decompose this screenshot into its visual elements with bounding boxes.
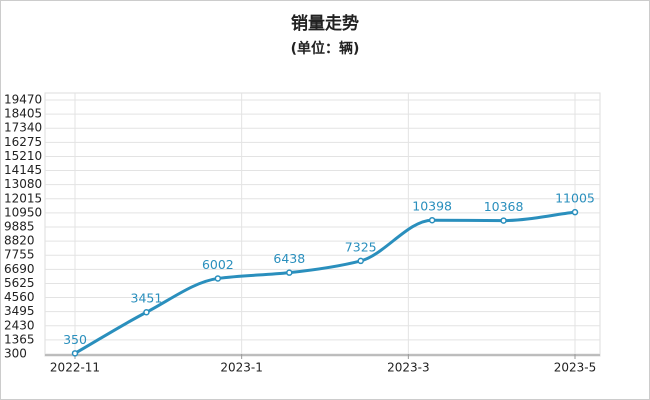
point [571,208,579,216]
x-tick-label: 2023-1 [220,361,263,375]
chart-title: 销量走势 [291,13,359,34]
x-tick-label: 2023-5 [554,361,597,375]
y-tick-label: 4560 [4,290,35,304]
y-tick-label: 19470 [4,93,42,107]
point [143,308,150,316]
y-tick-label: 2430 [4,318,35,332]
x-tick-label: 2023-3 [387,361,430,375]
y-tick-label: 1365 [4,332,35,346]
y-tick-label: 3495 [4,304,35,318]
y-tick-label: 18405 [4,107,42,121]
y-tick-label: 14145 [4,163,42,177]
data-label: 350 [63,332,87,347]
y-tick-label: 13080 [4,177,42,191]
data-label: 7325 [345,239,377,254]
x-tick-label: 2022-11 [50,361,100,375]
y-tick-label: 6690 [4,262,35,276]
y-tick-label: 9885 [4,220,35,234]
y-tick-label: 300 [4,347,27,361]
chart-subtitle: (单位：辆) [291,40,360,57]
data-label: 3451 [131,291,163,306]
y-tick-label: 15210 [4,149,42,163]
point [71,350,79,357]
data-label: 10398 [412,199,452,214]
data-label: 11005 [555,191,595,206]
y-tick-label: 5625 [4,276,35,290]
y-tick-label: 16275 [4,135,42,149]
y-tick-label: 12015 [4,191,42,205]
point [357,257,364,265]
point [214,275,222,282]
plot-area [44,92,601,357]
data-label: 10368 [484,199,524,214]
y-tick-label: 7755 [4,248,35,262]
y-tick-label: 10950 [4,205,42,219]
y-tick-label: 17340 [4,121,42,135]
y-tick-label: 8820 [4,234,35,248]
point [286,269,293,276]
data-label: 6438 [273,251,305,266]
data-label: 6002 [202,257,234,272]
point [500,217,507,224]
point [428,216,436,224]
